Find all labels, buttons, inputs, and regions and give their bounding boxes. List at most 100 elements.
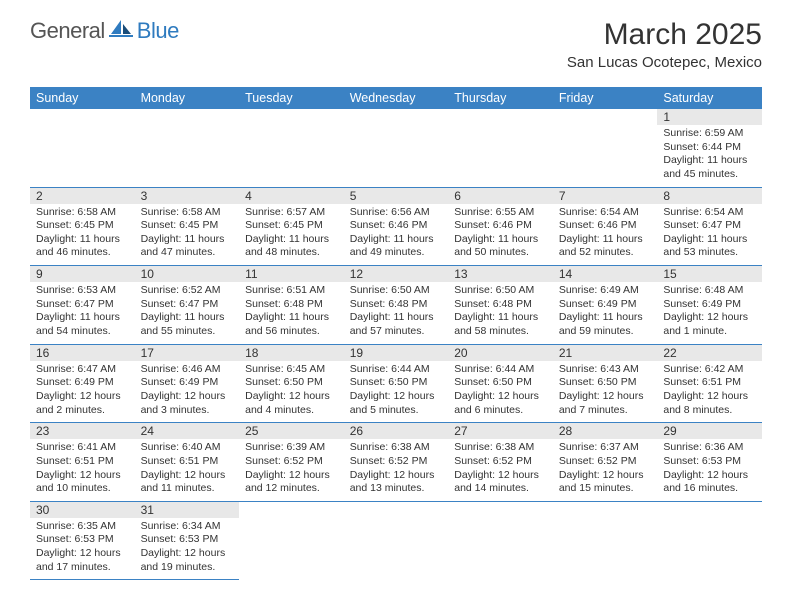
- logo-text-general: General: [30, 18, 105, 44]
- day-number: 7: [553, 188, 658, 204]
- day-number: 10: [135, 266, 240, 282]
- calendar-cell: [448, 109, 553, 187]
- calendar-cell: 5Sunrise: 6:56 AMSunset: 6:46 PMDaylight…: [344, 187, 449, 266]
- calendar-cell: 16Sunrise: 6:47 AMSunset: 6:49 PMDayligh…: [30, 344, 135, 423]
- calendar-cell: 19 Sunrise: 6:44 AMSunset: 6:50 PMDayligh…: [344, 344, 449, 423]
- day-number: 3: [135, 188, 240, 204]
- day-number-blank: [30, 109, 135, 125]
- day-info: Sunrise: 6:48 AMSunset: 6:49 PMDaylight:…: [663, 284, 756, 339]
- day-number: 12: [344, 266, 449, 282]
- day-number: 19: [344, 345, 449, 361]
- day-header: Tuesday: [239, 87, 344, 109]
- calendar-cell: 27 Sunrise: 6:38 AMSunset: 6:52 PMDayligh…: [448, 423, 553, 502]
- day-header: Sunday: [30, 87, 135, 109]
- logo: General Blue: [30, 18, 179, 44]
- calendar-cell: [30, 109, 135, 187]
- calendar-cell: 29 Sunrise: 6:36 AMSunset: 6:53 PMDayligh…: [657, 423, 762, 502]
- day-number-blank: [344, 502, 449, 518]
- day-info: Sunrise: 6:41 AMSunset: 6:51 PMDaylight:…: [36, 441, 129, 496]
- calendar-table: SundayMondayTuesdayWednesdayThursdayFrid…: [30, 87, 762, 580]
- day-info: Sunrise: 6:43 AMSunset: 6:50 PMDaylight:…: [559, 363, 652, 418]
- day-number-blank: [239, 502, 344, 518]
- day-info: Sunrise: 6:54 AMSunset: 6:46 PMDaylight:…: [559, 206, 652, 261]
- day-number: 26: [344, 423, 449, 439]
- day-info: Sunrise: 6:51 AMSunset: 6:48 PMDaylight:…: [245, 284, 338, 339]
- day-info: Sunrise: 6:38 AMSunset: 6:52 PMDaylight:…: [454, 441, 547, 496]
- calendar-cell: [344, 501, 449, 580]
- calendar-row: 23 Sunrise: 6:41 AMSunset: 6:51 PMDayligh…: [30, 423, 762, 502]
- day-info: Sunrise: 6:36 AMSunset: 6:53 PMDaylight:…: [663, 441, 756, 496]
- day-number: 21: [553, 345, 658, 361]
- day-number: 25: [239, 423, 344, 439]
- day-info: Sunrise: 6:46 AMSunset: 6:49 PMDaylight:…: [141, 363, 234, 418]
- calendar-cell: 30 Sunrise: 6:35 AMSunset: 6:53 PMDayligh…: [30, 501, 135, 580]
- day-info: Sunrise: 6:59 AMSunset: 6:44 PMDaylight:…: [663, 127, 756, 182]
- day-number: 15: [657, 266, 762, 282]
- day-number: 29: [657, 423, 762, 439]
- day-info: Sunrise: 6:54 AMSunset: 6:47 PMDaylight:…: [663, 206, 756, 261]
- day-number: 28: [553, 423, 658, 439]
- day-info: Sunrise: 6:53 AMSunset: 6:47 PMDaylight:…: [36, 284, 129, 339]
- day-number: 27: [448, 423, 553, 439]
- day-info: Sunrise: 6:49 AMSunset: 6:49 PMDaylight:…: [559, 284, 652, 339]
- logo-text-blue: Blue: [137, 18, 179, 44]
- day-header: Monday: [135, 87, 240, 109]
- calendar-cell: 12 Sunrise: 6:50 AMSunset: 6:48 PMDayligh…: [344, 266, 449, 345]
- calendar-cell: 26Sunrise: 6:38 AMSunset: 6:52 PMDayligh…: [344, 423, 449, 502]
- calendar-row: 1Sunrise: 6:59 AMSunset: 6:44 PMDaylight…: [30, 109, 762, 187]
- calendar-cell: 1Sunrise: 6:59 AMSunset: 6:44 PMDaylight…: [657, 109, 762, 187]
- day-number: 16: [30, 345, 135, 361]
- day-number-blank: [657, 502, 762, 518]
- day-number: 11: [239, 266, 344, 282]
- day-info: Sunrise: 6:37 AMSunset: 6:52 PMDaylight:…: [559, 441, 652, 496]
- calendar-cell: 31Sunrise: 6:34 AMSunset: 6:53 PMDayligh…: [135, 501, 240, 580]
- calendar-cell: 23 Sunrise: 6:41 AMSunset: 6:51 PMDayligh…: [30, 423, 135, 502]
- calendar-cell: [448, 501, 553, 580]
- location: San Lucas Ocotepec, Mexico: [567, 54, 762, 71]
- day-number: 6: [448, 188, 553, 204]
- day-number-blank: [553, 502, 658, 518]
- calendar-header-row: SundayMondayTuesdayWednesdayThursdayFrid…: [30, 87, 762, 109]
- day-number: 30: [30, 502, 135, 518]
- calendar-row: 16Sunrise: 6:47 AMSunset: 6:49 PMDayligh…: [30, 344, 762, 423]
- day-number-blank: [344, 109, 449, 125]
- calendar-cell: [553, 501, 658, 580]
- calendar-cell: [553, 109, 658, 187]
- day-info: Sunrise: 6:42 AMSunset: 6:51 PMDaylight:…: [663, 363, 756, 418]
- calendar-cell: 15 Sunrise: 6:48 AMSunset: 6:49 PMDayligh…: [657, 266, 762, 345]
- day-info: Sunrise: 6:35 AMSunset: 6:53 PMDaylight:…: [36, 520, 129, 575]
- day-info: Sunrise: 6:44 AMSunset: 6:50 PMDaylight:…: [350, 363, 443, 418]
- calendar-cell: 4Sunrise: 6:57 AMSunset: 6:45 PMDaylight…: [239, 187, 344, 266]
- day-number: 4: [239, 188, 344, 204]
- calendar-cell: 2 Sunrise: 6:58 AMSunset: 6:45 PMDaylight…: [30, 187, 135, 266]
- calendar-row: 30 Sunrise: 6:35 AMSunset: 6:53 PMDayligh…: [30, 501, 762, 580]
- day-number-blank: [448, 109, 553, 125]
- day-number: 17: [135, 345, 240, 361]
- calendar-cell: 3Sunrise: 6:58 AMSunset: 6:45 PMDaylight…: [135, 187, 240, 266]
- calendar-cell: [239, 501, 344, 580]
- calendar-cell: [344, 109, 449, 187]
- day-number: 2: [30, 188, 135, 204]
- calendar-cell: 18Sunrise: 6:45 AMSunset: 6:50 PMDayligh…: [239, 344, 344, 423]
- month-title: March 2025: [567, 18, 762, 52]
- day-number: 23: [30, 423, 135, 439]
- day-info: Sunrise: 6:40 AMSunset: 6:51 PMDaylight:…: [141, 441, 234, 496]
- day-number-blank: [239, 109, 344, 125]
- day-number-blank: [448, 502, 553, 518]
- day-number: 20: [448, 345, 553, 361]
- calendar-row: 9Sunrise: 6:53 AMSunset: 6:47 PMDaylight…: [30, 266, 762, 345]
- day-info: Sunrise: 6:34 AMSunset: 6:53 PMDaylight:…: [141, 520, 234, 575]
- calendar-cell: 7 Sunrise: 6:54 AMSunset: 6:46 PMDaylight…: [553, 187, 658, 266]
- calendar-cell: 24Sunrise: 6:40 AMSunset: 6:51 PMDayligh…: [135, 423, 240, 502]
- day-number: 13: [448, 266, 553, 282]
- day-info: Sunrise: 6:50 AMSunset: 6:48 PMDaylight:…: [350, 284, 443, 339]
- day-info: Sunrise: 6:58 AMSunset: 6:45 PMDaylight:…: [36, 206, 129, 261]
- day-info: Sunrise: 6:55 AMSunset: 6:46 PMDaylight:…: [454, 206, 547, 261]
- calendar-cell: 9Sunrise: 6:53 AMSunset: 6:47 PMDaylight…: [30, 266, 135, 345]
- calendar-cell: 28 Sunrise: 6:37 AMSunset: 6:52 PMDayligh…: [553, 423, 658, 502]
- day-info: Sunrise: 6:45 AMSunset: 6:50 PMDaylight:…: [245, 363, 338, 418]
- day-number-blank: [135, 109, 240, 125]
- title-block: March 2025 San Lucas Ocotepec, Mexico: [567, 18, 762, 71]
- calendar-cell: 8Sunrise: 6:54 AMSunset: 6:47 PMDaylight…: [657, 187, 762, 266]
- calendar-body: 1Sunrise: 6:59 AMSunset: 6:44 PMDaylight…: [30, 109, 762, 580]
